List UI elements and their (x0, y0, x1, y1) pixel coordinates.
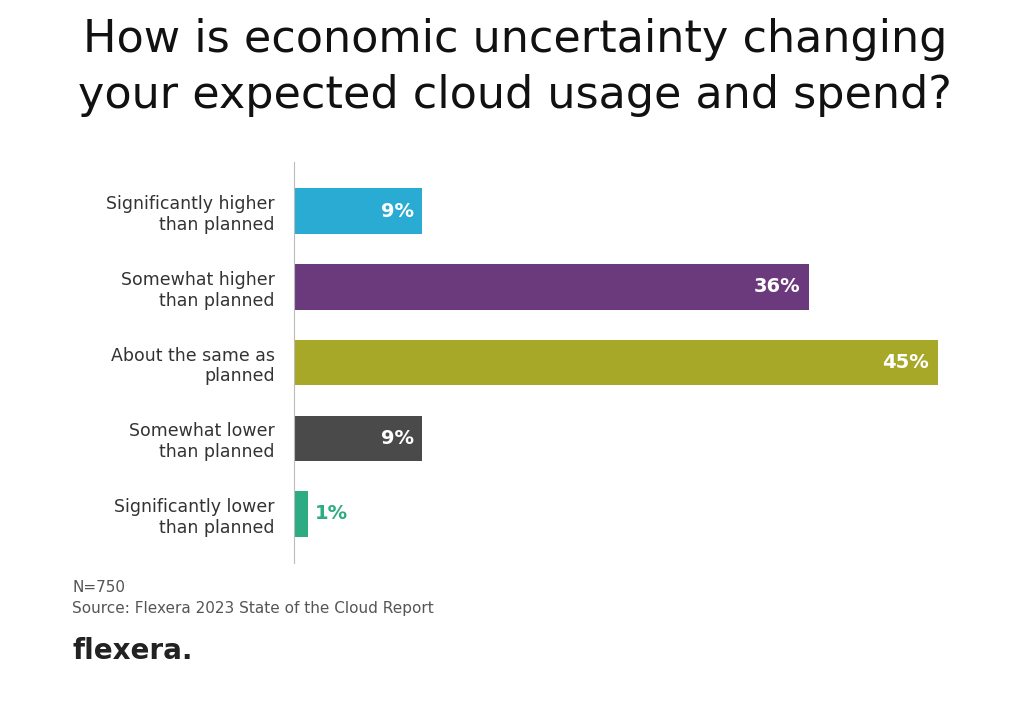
Bar (294, 415, 422, 461)
Bar (294, 264, 809, 310)
Bar (294, 189, 422, 234)
Text: 9%: 9% (381, 429, 414, 448)
Text: 1%: 1% (315, 505, 348, 524)
Text: Source: Flexera 2023 State of the Cloud Report: Source: Flexera 2023 State of the Cloud … (72, 601, 434, 616)
Text: 45%: 45% (883, 353, 929, 372)
Bar (294, 340, 937, 385)
Text: 36%: 36% (754, 277, 800, 296)
Text: flexera.: flexera. (72, 637, 193, 665)
Text: your expected cloud usage and spend?: your expected cloud usage and spend? (78, 74, 952, 117)
Text: 9%: 9% (381, 201, 414, 220)
Text: N=750: N=750 (72, 580, 125, 595)
Bar (294, 491, 308, 536)
Text: How is economic uncertainty changing: How is economic uncertainty changing (82, 18, 948, 61)
